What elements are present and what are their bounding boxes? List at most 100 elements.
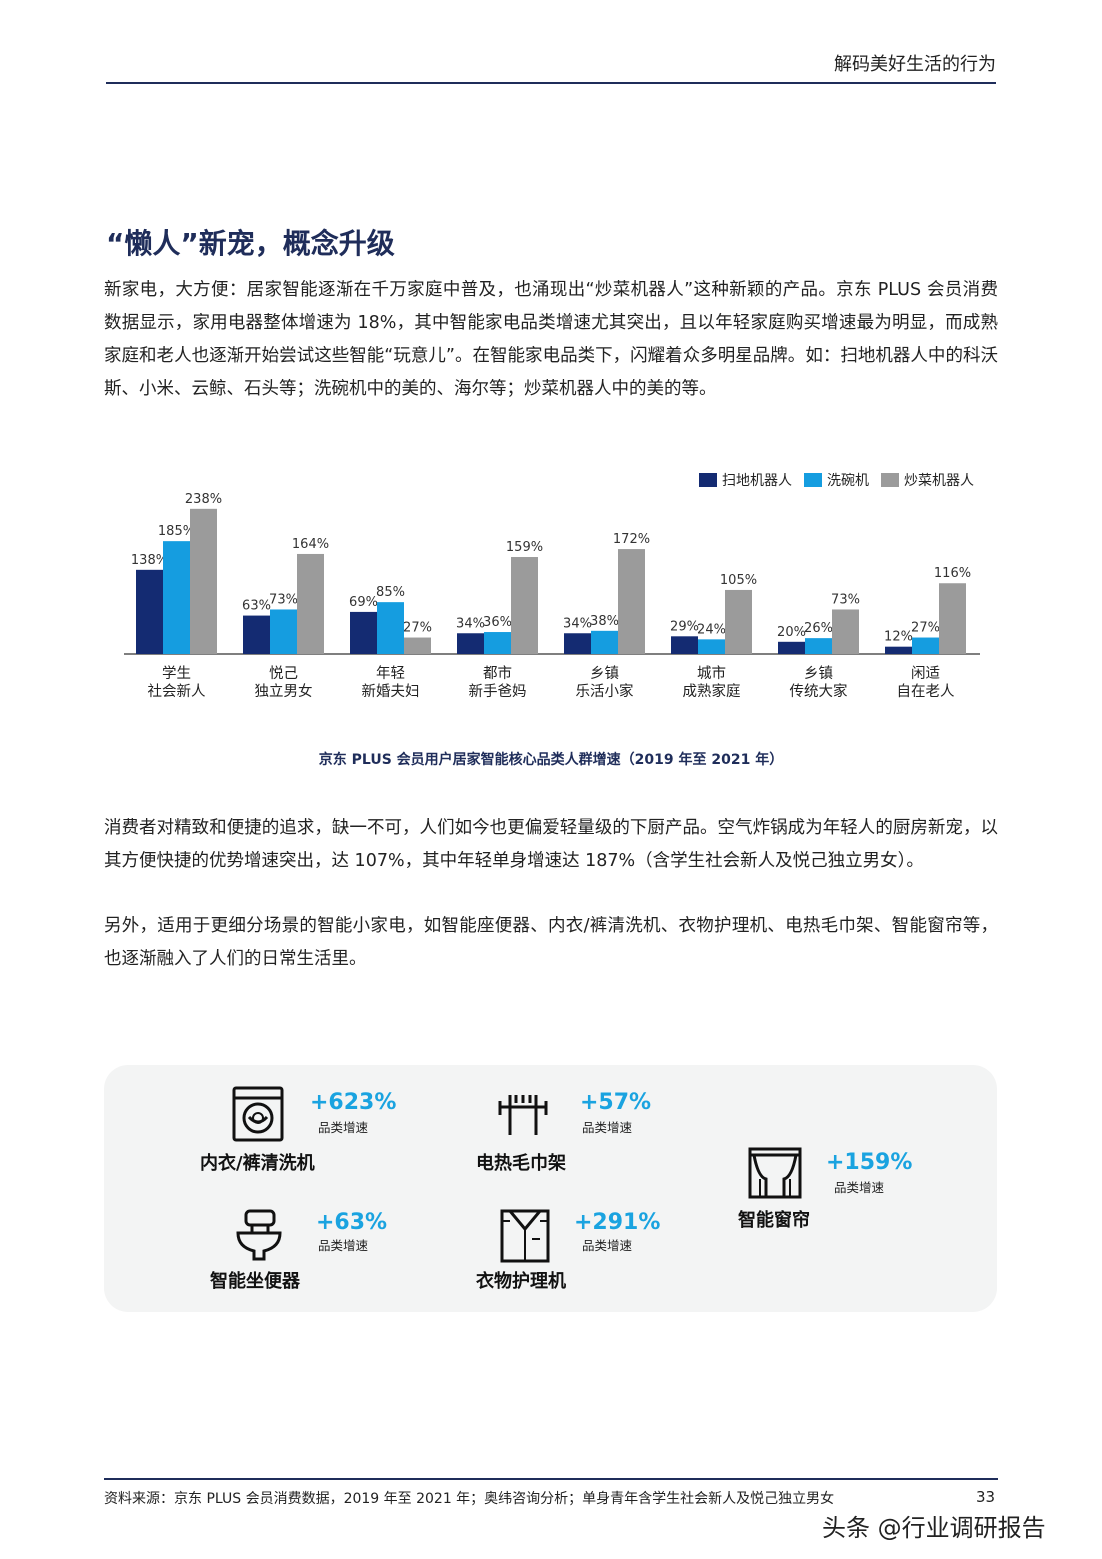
bar [805, 638, 832, 654]
data-label: 138% [131, 553, 168, 568]
bar [350, 611, 377, 654]
data-label: 105% [720, 573, 757, 588]
category-label: 成熟家庭 [683, 683, 741, 700]
data-label: 38% [590, 614, 619, 629]
data-label: 36% [483, 615, 512, 630]
data-label: 34% [563, 616, 592, 631]
data-label: 63% [242, 599, 271, 614]
product-name: 智能坐便器 [210, 1271, 300, 1292]
small-appliance-paragraph: 另外，适用于更细分场景的智能小家电，如智能座便器、内衣/裤清洗机、衣物护理机、电… [104, 916, 998, 969]
legend-label: 洗碗机 [827, 473, 869, 489]
bar [778, 641, 805, 654]
bar [912, 637, 939, 654]
product-growth-label: 品类增速 [318, 1238, 369, 1253]
bar [457, 633, 484, 654]
footer-divider [104, 1478, 998, 1480]
data-label: 12% [884, 630, 913, 645]
legend-swatch [804, 473, 822, 487]
section-title: “懒人”新宠，概念升级 [106, 227, 395, 260]
product-name: 衣物护理机 [476, 1271, 566, 1292]
category-label: 乡镇 [804, 665, 833, 682]
header-divider [106, 82, 996, 84]
category-label: 年轻 [376, 665, 405, 682]
category-label: 社会新人 [148, 683, 206, 700]
category-label: 传统大家 [790, 683, 848, 700]
data-label: 26% [804, 621, 833, 636]
product-name: 电热毛巾架 [476, 1153, 566, 1174]
wardrobe-icon [500, 1209, 550, 1263]
category-label: 城市 [697, 665, 726, 682]
data-label: 34% [456, 616, 485, 631]
bar [832, 609, 859, 654]
product-growth-label: 品类增速 [834, 1180, 885, 1195]
data-label: 85% [376, 585, 405, 600]
bar [618, 549, 645, 654]
towel-rack-icon [498, 1095, 548, 1135]
product-growth: +63% [316, 1210, 388, 1235]
chart-caption: 京东 PLUS 会员用户居家智能核心品类人群增速（2019 年至 2021 年） [318, 752, 784, 768]
product-growth-label: 品类增速 [318, 1120, 369, 1135]
product-name: 智能窗帘 [738, 1210, 810, 1231]
product-growth-label: 品类增速 [582, 1120, 633, 1135]
legend-item: 扫地机器人 [699, 470, 792, 490]
bar [136, 569, 163, 654]
data-label: 27% [403, 621, 432, 636]
data-label: 20% [777, 625, 806, 640]
bar [671, 636, 698, 654]
bar [698, 639, 725, 654]
data-label: 69% [349, 595, 378, 610]
product-name: 内衣/裤清洗机 [200, 1153, 315, 1174]
data-label: 29% [670, 619, 699, 634]
product-growth-panel: +623% 品类增速 内衣/裤清洗机 +57% 品类增速 电热毛巾架 +159% [104, 1065, 997, 1312]
bar [511, 557, 538, 654]
category-label: 都市 [483, 665, 512, 682]
chart-legend: 扫地机器人 洗碗机 炒菜机器人 [699, 470, 974, 490]
product-growth: +623% [310, 1090, 397, 1115]
bar [591, 630, 618, 654]
category-label: 新手爸妈 [469, 683, 527, 700]
air-fryer-paragraph: 消费者对精致和便捷的追求，缺一不可，人们如今也更偏爱轻量级的下厨产品。空气炸锅成… [104, 818, 998, 871]
data-label: 159% [506, 540, 543, 555]
bar [270, 609, 297, 654]
bar [564, 633, 591, 654]
washing-machine-icon [232, 1086, 284, 1142]
toilet-icon [236, 1209, 282, 1261]
product-growth: +159% [826, 1150, 913, 1175]
curtain-icon [748, 1147, 802, 1199]
category-label: 自在老人 [897, 683, 955, 700]
product-growth: +291% [574, 1210, 661, 1235]
legend-label: 炒菜机器人 [904, 473, 974, 489]
bar-chart: 138%185%238%学生社会新人63%73%164%悦己独立男女69%85%… [124, 492, 980, 700]
category-label: 独立男女 [255, 682, 313, 700]
data-label: 238% [185, 492, 222, 507]
data-label: 24% [697, 622, 726, 637]
product-growth-label: 品类增速 [582, 1238, 633, 1253]
bar [939, 583, 966, 654]
legend-swatch [881, 473, 899, 487]
category-label: 学生 [162, 665, 191, 682]
bar [297, 553, 324, 654]
intro-paragraph: 新家电，大方便：居家智能逐渐在千万家庭中普及，也涌现出“炒菜机器人”这种新颖的产… [104, 280, 998, 399]
legend-swatch [699, 473, 717, 487]
data-label: 27% [911, 621, 940, 636]
bar [725, 589, 752, 654]
legend-label: 扫地机器人 [722, 473, 792, 489]
legend-item: 炒菜机器人 [881, 470, 974, 490]
data-label: 185% [158, 524, 195, 539]
bar [163, 541, 190, 654]
category-label: 悦己 [269, 665, 298, 682]
bar [885, 646, 912, 654]
source-note: 资料来源：京东 PLUS 会员消费数据，2019 年至 2021 年；奥纬咨询分… [104, 1491, 835, 1507]
category-label: 乡镇 [590, 665, 619, 682]
bar [377, 602, 404, 654]
bar [190, 508, 217, 654]
bar [404, 637, 431, 654]
data-label: 172% [613, 532, 650, 547]
category-label: 乐活小家 [576, 683, 634, 700]
category-label: 闲适 [911, 665, 940, 682]
watermark: 头条 @行业调研报告 [822, 1514, 1046, 1542]
legend-item: 洗碗机 [804, 470, 869, 490]
category-label: 新婚夫妇 [362, 683, 420, 700]
data-label: 73% [269, 592, 298, 607]
data-label: 73% [831, 592, 860, 607]
